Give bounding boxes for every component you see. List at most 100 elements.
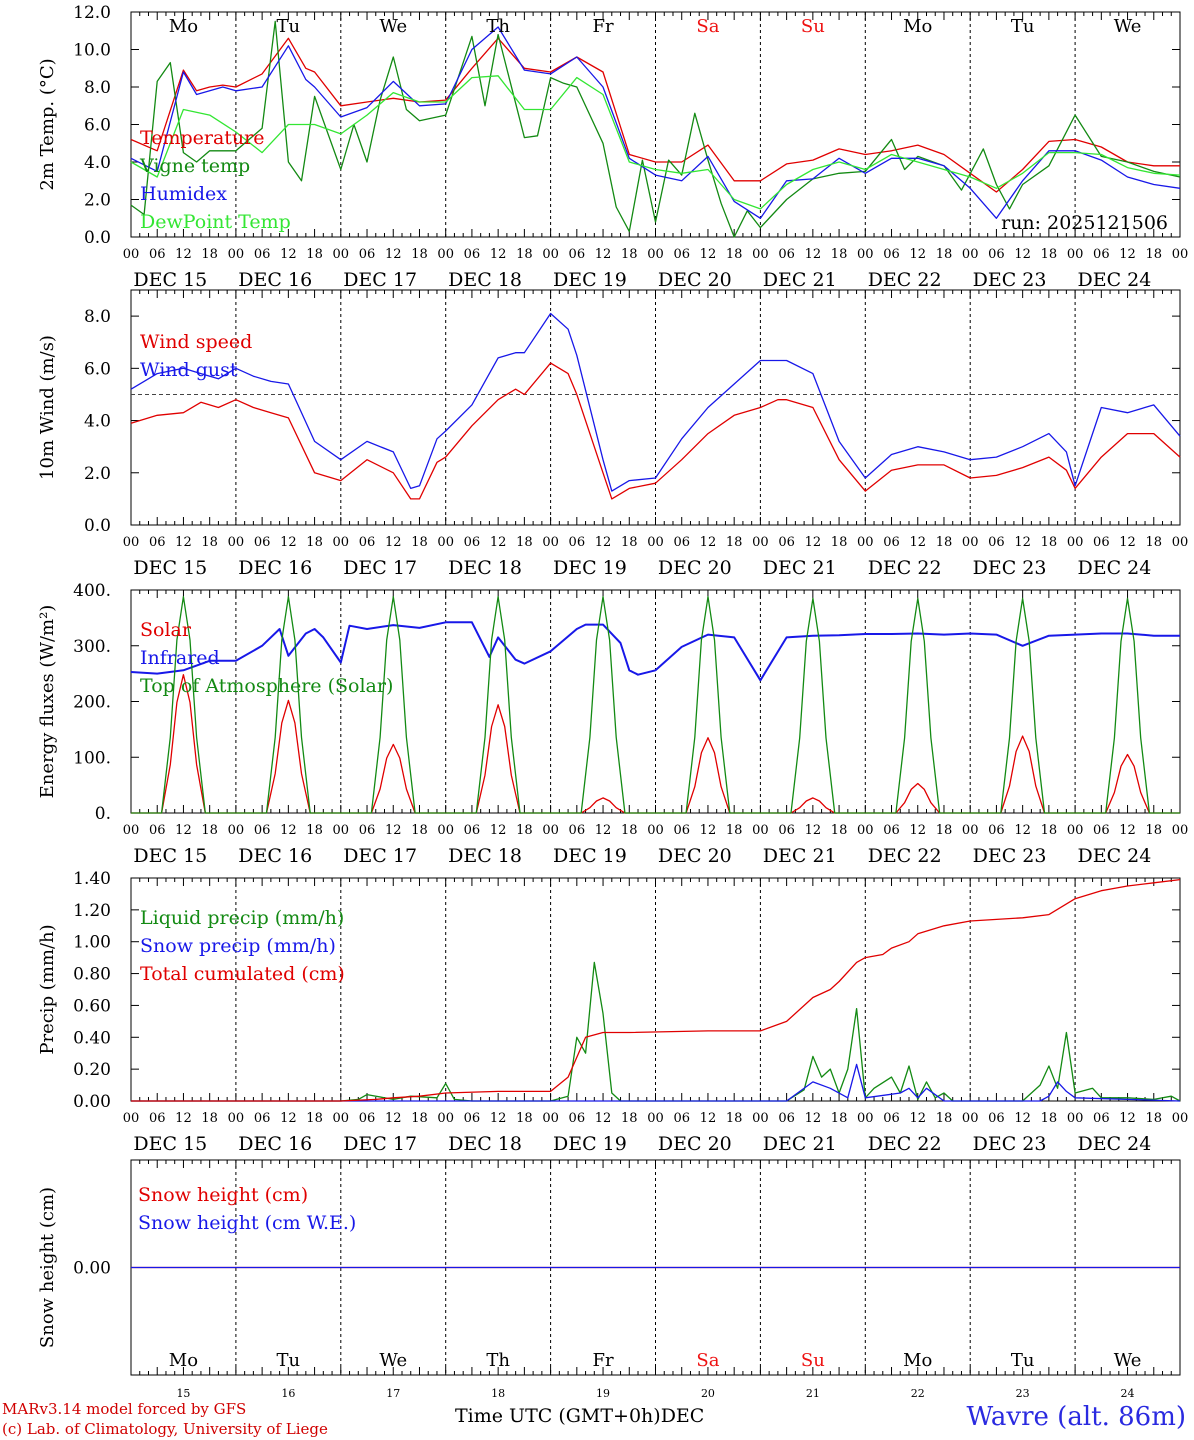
flux-ytick-label: 200. <box>73 693 111 713</box>
weekday-label-bottom: We <box>1114 1350 1142 1371</box>
wind-hour-label: 18 <box>1041 535 1058 550</box>
wind-ytick-label: 8.0 <box>84 307 111 327</box>
temp-hour-label: 12 <box>490 247 507 262</box>
flux-hour-label: 06 <box>359 823 376 838</box>
weekday-label-bottom: Mo <box>169 1350 198 1371</box>
temp-hour-label: 06 <box>1093 247 1110 262</box>
flux-hour-label: 00 <box>857 823 874 838</box>
weekday-label-bottom: Fr <box>593 1350 614 1371</box>
precip-date-label: DEC 22 <box>868 1133 942 1155</box>
flux-hour-label: 06 <box>569 823 586 838</box>
precip-date-label: DEC 23 <box>973 1133 1047 1155</box>
precip-hour-label: 06 <box>359 1111 376 1126</box>
precip-date-label: DEC 16 <box>238 1133 312 1155</box>
wind-hour-label: 00 <box>647 535 664 550</box>
precip-hour-label: 12 <box>1014 1111 1031 1126</box>
temp-legend-item: Humidex <box>140 183 227 205</box>
weekday-label-bottom: Tu <box>277 1350 301 1371</box>
flux-legend-item: Solar <box>140 619 192 641</box>
precip-ytick-label: 1.00 <box>73 933 111 953</box>
precip-legend-item: Snow precip (mm/h) <box>140 935 336 957</box>
temp-date-label: DEC 17 <box>343 269 417 291</box>
wind-hour-label: 00 <box>1172 535 1189 550</box>
precip-hour-label: 12 <box>595 1111 612 1126</box>
temp-hour-label: 12 <box>909 247 926 262</box>
flux-hour-label: 12 <box>490 823 507 838</box>
precip-hour-label: 00 <box>123 1111 140 1126</box>
weekday-label-bottom: Tu <box>1011 1350 1035 1371</box>
weekday-label-bottom: Su <box>801 1350 825 1371</box>
wind-hour-label: 12 <box>1119 535 1136 550</box>
precip-hour-label: 12 <box>175 1111 192 1126</box>
wind-hour-label: 12 <box>909 535 926 550</box>
flux-hour-label: 06 <box>464 823 481 838</box>
temp-hour-label: 18 <box>1146 247 1163 262</box>
temp-ytick-label: 10.0 <box>73 41 111 61</box>
wind-hour-label: 12 <box>700 535 717 550</box>
temp-hour-label: 12 <box>280 247 297 262</box>
time-axis-month: DEC <box>660 1405 705 1427</box>
flux-hour-label: 12 <box>700 823 717 838</box>
temp-hour-label: 00 <box>333 247 350 262</box>
wind-date-label: DEC 21 <box>763 557 837 579</box>
precip-hour-label: 06 <box>1093 1111 1110 1126</box>
day-number-label: 23 <box>1016 1387 1030 1400</box>
precip-hour-label: 12 <box>385 1111 402 1126</box>
precip-hour-label: 18 <box>936 1111 953 1126</box>
credit-line-2: (c) Lab. of Climatology, University of L… <box>2 1420 328 1438</box>
precip-date-label: DEC 17 <box>343 1133 417 1155</box>
temp-hour-label: 18 <box>411 247 428 262</box>
wind-hour-label: 18 <box>306 535 323 550</box>
day-number-label: 18 <box>491 1387 505 1400</box>
wind-panel: 0.0 2.0 4.0 6.0 8.0 10m Wind (m/s) Wind speed W… <box>37 289 1189 579</box>
flux-series-infrared <box>130 621 1180 682</box>
flux-panel: 0. 100. 200. 300. 400. Energy fluxes (W/m²) So… <box>37 581 1188 867</box>
precip-hour-label: 00 <box>962 1111 979 1126</box>
precip-hour-label: 18 <box>831 1111 848 1126</box>
wind-hour-label: 12 <box>1014 535 1031 550</box>
flux-date-label: DEC 17 <box>343 845 417 867</box>
weekday-label: We <box>379 16 407 37</box>
flux-hour-label: 18 <box>306 823 323 838</box>
precip-date-label: DEC 20 <box>658 1133 732 1155</box>
precip-hour-label: 18 <box>516 1111 533 1126</box>
flux-hour-label: 12 <box>175 823 192 838</box>
precip-ytick-label: 1.40 <box>73 869 111 889</box>
time-axis-title-text: Time UTC (GMT+0h) <box>455 1405 661 1427</box>
wind-hour-label: 18 <box>936 535 953 550</box>
flux-hour-label: 06 <box>883 823 900 838</box>
wind-hour-label: 06 <box>569 535 586 550</box>
day-number-label: 16 <box>281 1387 295 1400</box>
precip-ytick-label: 0.00 <box>73 1092 111 1112</box>
precip-ytick-label: 1.20 <box>73 901 111 921</box>
temp-hour-label: 06 <box>778 247 795 262</box>
temp-date-label: DEC 21 <box>763 269 837 291</box>
precip-hour-label: 00 <box>1172 1111 1189 1126</box>
temp-hour-label: 06 <box>988 247 1005 262</box>
precip-hour-label: 18 <box>726 1111 743 1126</box>
snow-legend-item: Snow height (cm) <box>138 1184 308 1206</box>
flux-hour-label: 00 <box>437 823 454 838</box>
snow-ylabel: Snow height (cm) <box>37 1187 58 1348</box>
wind-date-label: DEC 19 <box>553 557 627 579</box>
day-number-label: 20 <box>701 1387 715 1400</box>
flux-hour-label: 06 <box>1093 823 1110 838</box>
flux-hour-label: 18 <box>936 823 953 838</box>
precip-hour-label: 18 <box>306 1111 323 1126</box>
precip-series-snow-precip-mm-h- <box>131 1063 1181 1102</box>
temp-hour-label: 00 <box>542 247 559 262</box>
flux-date-label: DEC 18 <box>448 845 522 867</box>
flux-ytick-label: 300. <box>73 637 111 657</box>
temp-ytick-label: 0.0 <box>84 228 111 248</box>
flux-hour-label: 18 <box>1146 823 1163 838</box>
wind-legend-item: Wind speed <box>140 331 252 353</box>
wind-ytick-label: 6.0 <box>84 359 111 379</box>
wind-hour-label: 06 <box>883 535 900 550</box>
wind-hour-label: 18 <box>516 535 533 550</box>
weekday-label-bottom: Sa <box>696 1350 719 1371</box>
temp-date-label: DEC 16 <box>238 269 312 291</box>
wind-date-label: DEC 15 <box>133 557 207 579</box>
wind-hour-label: 00 <box>123 535 140 550</box>
wind-hour-label: 12 <box>385 535 402 550</box>
flux-hour-label: 06 <box>149 823 166 838</box>
